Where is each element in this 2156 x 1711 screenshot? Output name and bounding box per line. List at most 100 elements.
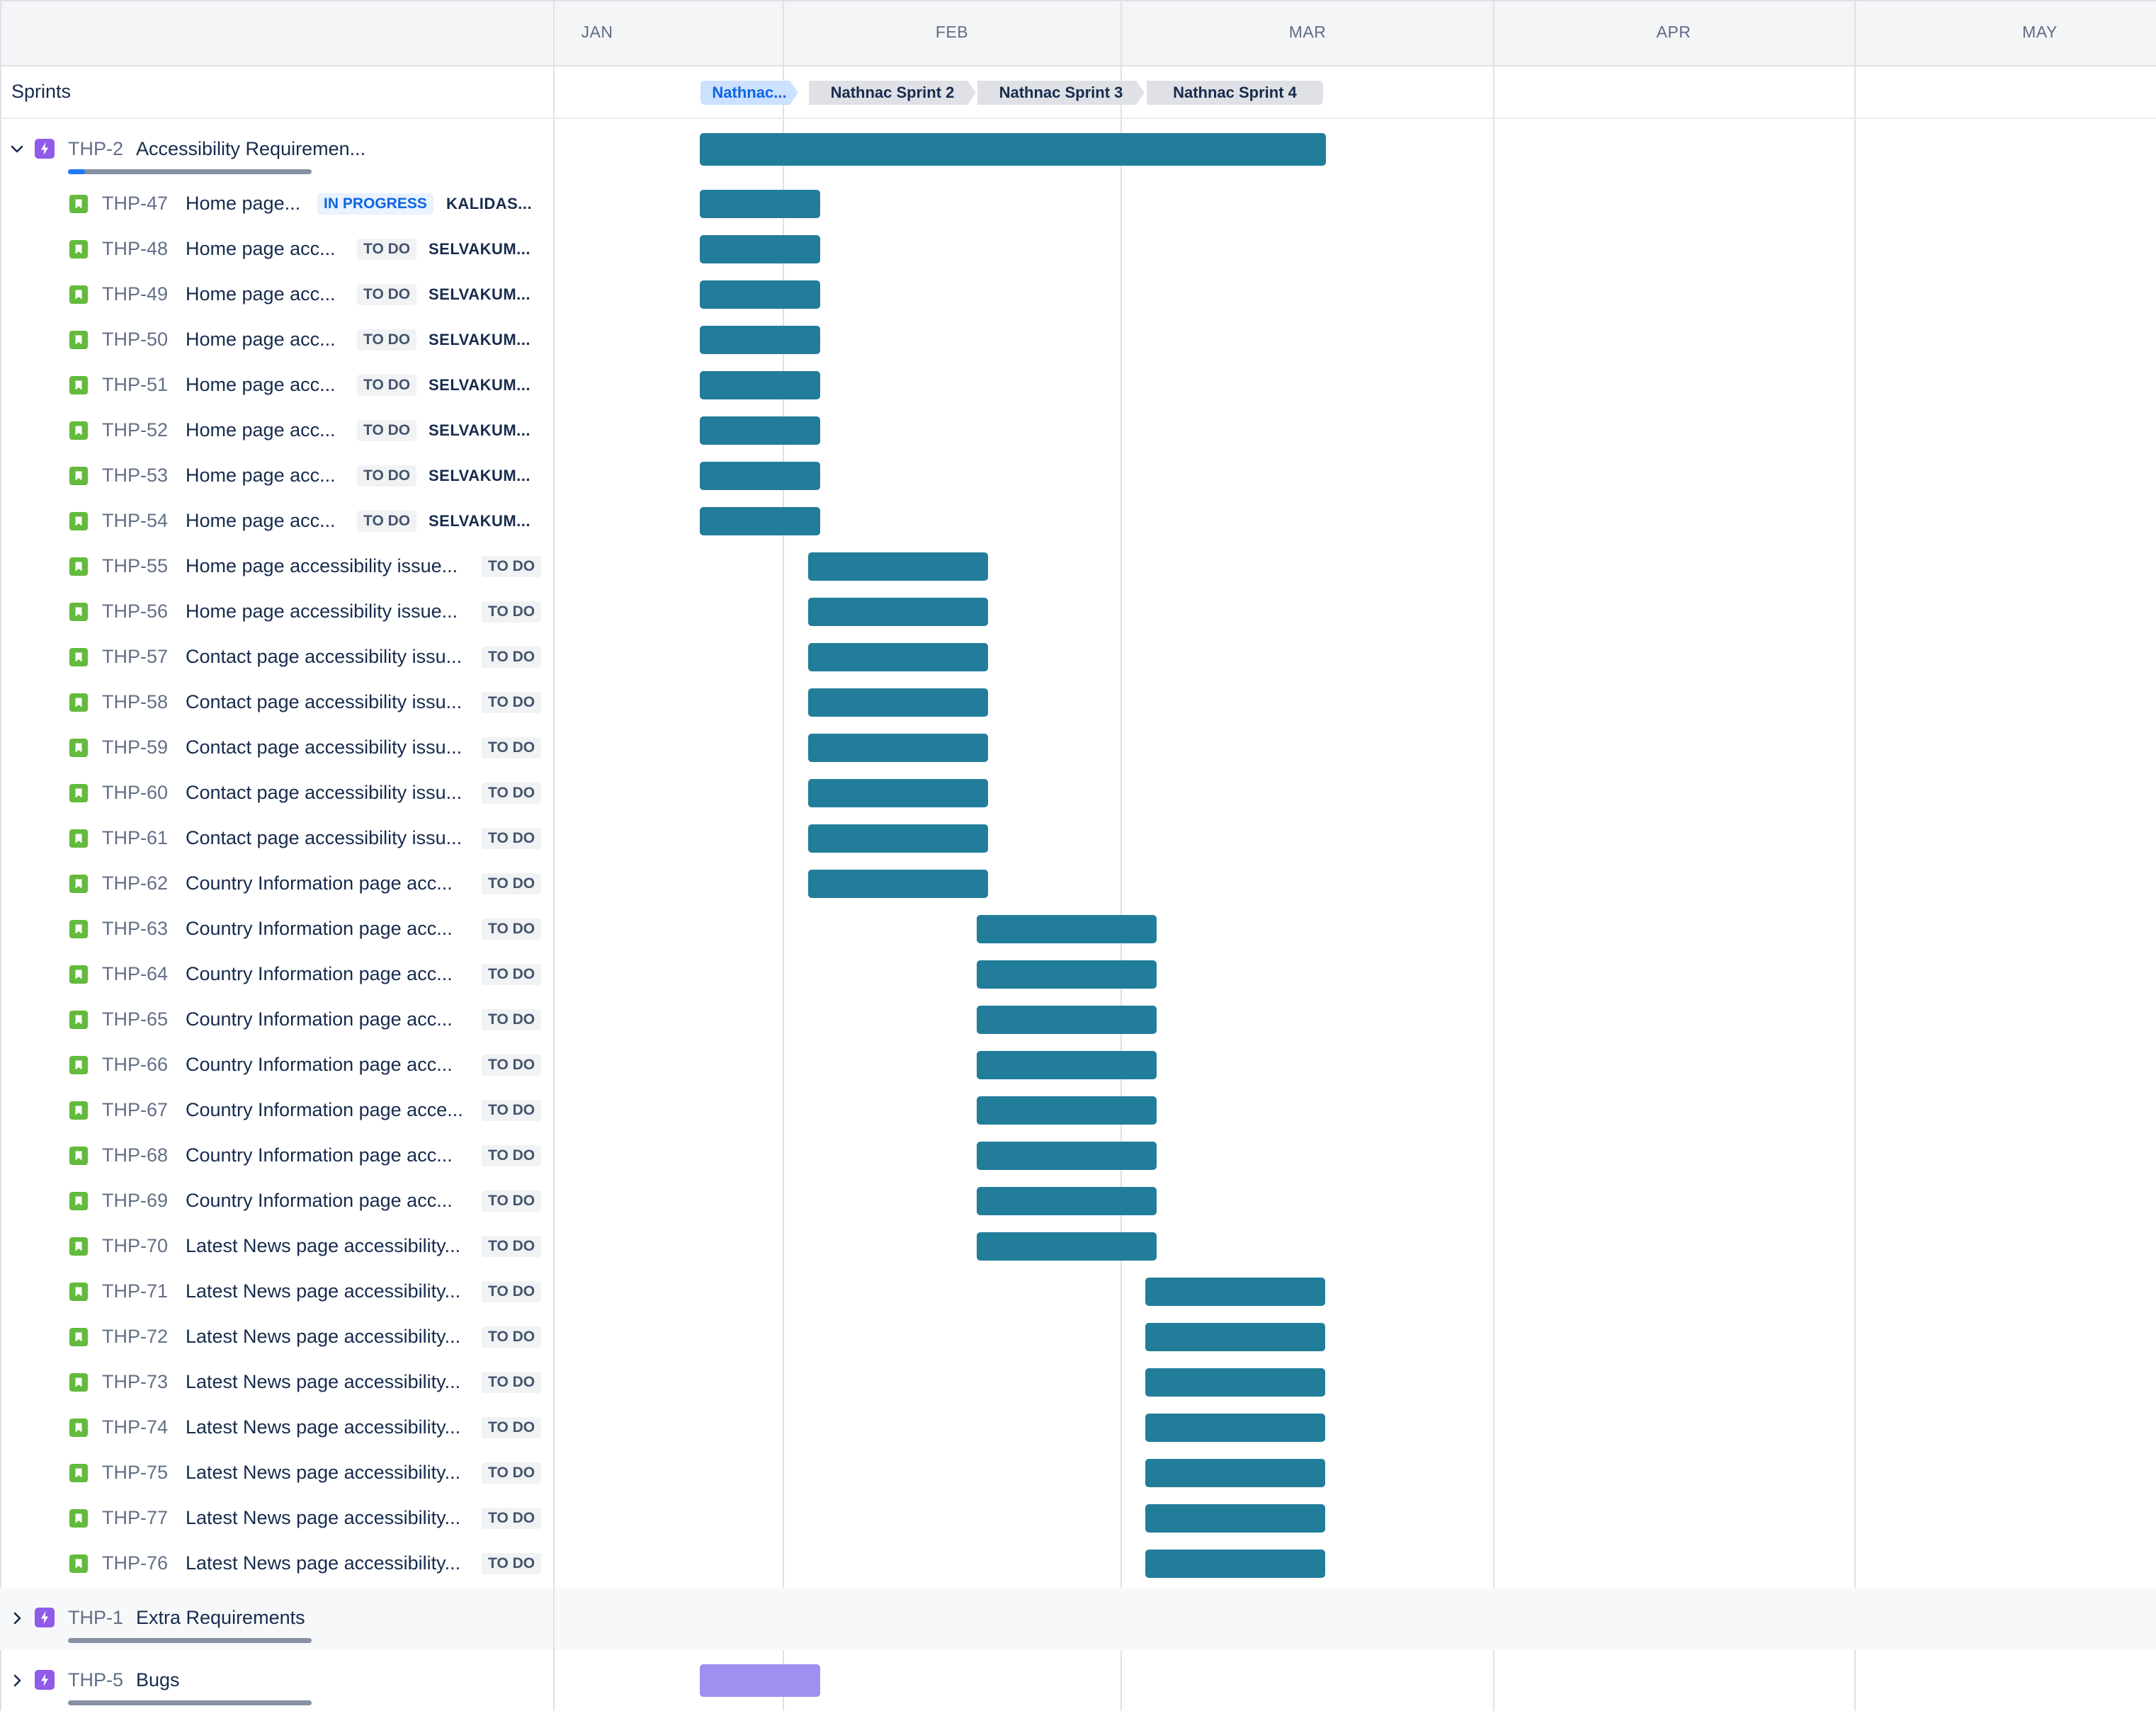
issue-summary[interactable]: Home page acc... [186,374,336,395]
issue-summary[interactable]: Latest News page accessibility... [186,1280,461,1302]
status-lozenge[interactable]: TO DO [482,1281,542,1302]
issue-bar-thp-76[interactable] [1145,1550,1325,1578]
status-lozenge[interactable]: TO DO [482,1145,542,1166]
issue-bar-thp-59[interactable] [808,734,988,762]
issue-bar-thp-70[interactable] [977,1232,1157,1261]
issue-summary[interactable]: Home page accessibility issue... [186,601,458,622]
issue-summary[interactable]: Home page acc... [186,329,336,350]
issue-summary[interactable]: Home page... [186,193,301,214]
issue-bar-thp-68[interactable] [977,1142,1157,1170]
issue-key[interactable]: THP-69 [102,1190,169,1211]
issue-bar-thp-47[interactable] [700,190,820,218]
issue-summary[interactable]: Latest News page accessibility... [186,1371,461,1392]
sprint-chip-2[interactable]: Nathnac Sprint 2 [809,81,976,105]
issue-summary[interactable]: Country Information page acc... [186,1008,453,1030]
issue-bar-thp-69[interactable] [977,1187,1157,1215]
assignee-name[interactable]: SELVAKUM... [429,376,531,394]
issue-key[interactable]: THP-71 [102,1280,169,1302]
epic-summary[interactable]: Accessibility Requiremen... [136,138,366,159]
issue-bar-thp-58[interactable] [808,688,988,717]
issue-bar-thp-54[interactable] [700,507,820,535]
issue-key[interactable]: THP-70 [102,1235,169,1256]
issue-bar-thp-53[interactable] [700,462,820,490]
issue-key[interactable]: THP-75 [102,1462,169,1483]
status-lozenge[interactable]: TO DO [357,420,417,441]
status-lozenge[interactable]: TO DO [482,556,542,577]
issue-summary[interactable]: Home page acc... [186,510,336,531]
issue-summary[interactable]: Contact page accessibility issu... [186,646,463,667]
status-lozenge[interactable]: TO DO [482,647,542,668]
epic-key[interactable]: THP-5 [68,1669,124,1690]
status-lozenge[interactable]: TO DO [357,329,417,351]
issue-summary[interactable]: Contact page accessibility issu... [186,737,463,758]
issue-key[interactable]: THP-63 [102,918,169,939]
issue-key[interactable]: THP-72 [102,1326,169,1347]
issue-bar-thp-60[interactable] [808,779,988,807]
issue-summary[interactable]: Country Information page acc... [186,1054,453,1075]
status-lozenge[interactable]: TO DO [482,1236,542,1257]
issue-summary[interactable]: Contact page accessibility issu... [186,691,463,712]
issue-summary[interactable]: Country Information page acc... [186,872,453,894]
status-lozenge[interactable]: TO DO [482,783,542,804]
status-lozenge[interactable]: TO DO [482,1190,542,1212]
status-lozenge[interactable]: TO DO [482,919,542,940]
issue-bar-thp-48[interactable] [700,235,820,263]
issue-bar-thp-63[interactable] [977,915,1157,943]
status-lozenge[interactable]: TO DO [482,1417,542,1438]
issue-summary[interactable]: Country Information page acc... [186,918,453,939]
status-lozenge[interactable]: TO DO [357,511,417,532]
epic-bar-thp-2[interactable] [700,133,1326,166]
epic-bar-thp-5[interactable] [700,1664,820,1697]
issue-key[interactable]: THP-59 [102,737,169,758]
status-lozenge[interactable]: TO DO [482,964,542,985]
status-lozenge[interactable]: TO DO [482,828,542,849]
issue-key[interactable]: THP-55 [102,555,169,576]
expand-chevron-icon[interactable] [8,1610,25,1627]
status-lozenge[interactable]: TO DO [482,1462,542,1484]
issue-bar-thp-50[interactable] [700,326,820,354]
issue-summary[interactable]: Home page acc... [186,419,336,440]
assignee-name[interactable]: SELVAKUM... [429,285,531,303]
assignee-name[interactable]: SELVAKUM... [429,421,531,439]
issue-key[interactable]: THP-56 [102,601,169,622]
sprint-chip-3[interactable]: Nathnac Sprint 3 [977,81,1145,105]
issue-key[interactable]: THP-53 [102,465,169,486]
issue-key[interactable]: THP-62 [102,872,169,894]
issue-bar-thp-56[interactable] [808,598,988,626]
issue-key[interactable]: THP-50 [102,329,169,350]
sprint-chip-1[interactable]: Nathnac... [700,81,798,105]
issue-summary[interactable]: Contact page accessibility issu... [186,782,463,803]
status-lozenge[interactable]: TO DO [482,1326,542,1348]
assignee-name[interactable]: SELVAKUM... [429,512,531,530]
issue-key[interactable]: THP-74 [102,1416,169,1438]
issue-key[interactable]: THP-61 [102,827,169,848]
status-lozenge[interactable]: TO DO [482,1055,542,1076]
status-lozenge[interactable]: TO DO [482,692,542,713]
issue-summary[interactable]: Latest News page accessibility... [186,1552,461,1574]
epic-key[interactable]: THP-1 [68,1607,124,1628]
issue-summary[interactable]: Home page acc... [186,283,336,305]
issue-key[interactable]: THP-67 [102,1099,169,1120]
status-lozenge[interactable]: IN PROGRESS [317,193,433,215]
issue-summary[interactable]: Country Information page acc... [186,1144,453,1166]
issue-summary[interactable]: Latest News page accessibility... [186,1507,461,1528]
issue-summary[interactable]: Country Information page acc... [186,1190,453,1211]
collapse-chevron-icon[interactable] [8,141,25,158]
assignee-name[interactable]: SELVAKUM... [429,331,531,348]
issue-key[interactable]: THP-65 [102,1008,169,1030]
issue-key[interactable]: THP-73 [102,1371,169,1392]
status-lozenge[interactable]: TO DO [482,1100,542,1121]
issue-key[interactable]: THP-47 [102,193,169,214]
status-lozenge[interactable]: TO DO [482,1372,542,1393]
issue-bar-thp-71[interactable] [1145,1278,1325,1306]
issue-summary[interactable]: Latest News page accessibility... [186,1235,461,1256]
issue-bar-thp-51[interactable] [700,371,820,399]
issue-bar-thp-66[interactable] [977,1051,1157,1079]
status-lozenge[interactable]: TO DO [357,284,417,305]
issue-bar-thp-67[interactable] [977,1096,1157,1125]
issue-bar-thp-61[interactable] [808,824,988,853]
issue-key[interactable]: THP-58 [102,691,169,712]
issue-key[interactable]: THP-51 [102,374,169,395]
issue-summary[interactable]: Home page accessibility issue... [186,555,458,576]
issue-key[interactable]: THP-54 [102,510,169,531]
